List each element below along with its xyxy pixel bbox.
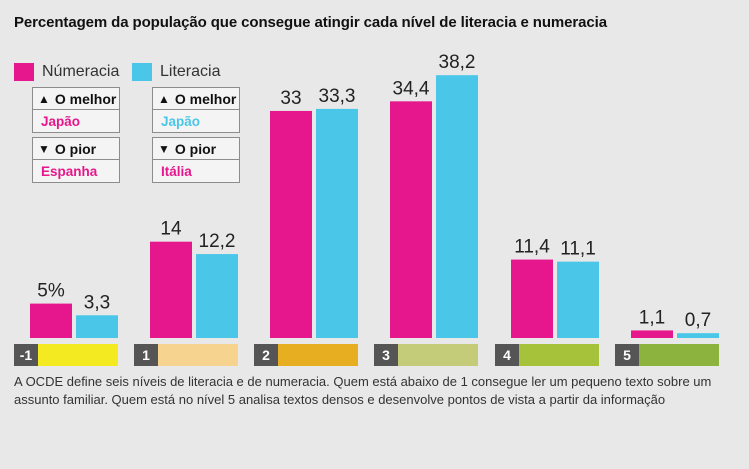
level-tab-0 [14,344,38,366]
numeracia-best-country: Japão [41,113,81,129]
level-tab-5 [615,344,639,366]
data-label-literacia-5: 0,7 [685,310,711,331]
literacia-worst-country: Itália [161,163,192,179]
level-strip-5 [615,344,719,366]
literacia-worst-box: ▼ O pior Itália [152,137,240,183]
data-label-numeracia-0: 5% [37,281,65,302]
level-label-4: 4 [503,347,511,363]
data-label-literacia-1: 12,2 [199,231,236,252]
bar-literacia-3 [436,75,478,339]
legend-item-literacia: Literacia [132,63,220,81]
bar-numeracia-1 [150,241,192,338]
legend-label-numeracia: Númeracia [42,63,120,80]
level-tab-4 [495,344,519,366]
level-tab-2 [254,344,278,366]
literacia-best-box: ▲ O melhor Japão [152,87,240,133]
level-label-0: -1 [20,347,33,363]
triangle-up-icon: ▲ [158,91,170,106]
legend-label-literacia: Literacia [160,63,221,80]
numeracia-best-box: ▲ O melhor Japão [32,87,120,133]
bar-numeracia-2 [270,110,312,339]
level-strip-0 [14,344,118,366]
level-strip-4 [495,344,599,366]
best-label: O melhor [174,90,237,107]
level-strip-1 [134,344,238,366]
data-label-numeracia-5: 1,1 [639,307,665,328]
level-label-3: 3 [382,347,390,363]
bar-literacia-4 [557,261,599,338]
numeracia-worst-country: Espanha [41,163,98,179]
bar-numeracia-5 [631,330,673,338]
chart-title: Percentagem da população que consegue at… [14,14,607,31]
worst-label: O pior [54,140,97,157]
worst-label: O pior [174,140,217,157]
level-label-2: 2 [262,347,270,363]
data-label-numeracia-1: 14 [160,219,182,240]
data-label-literacia-0: 3,3 [84,292,110,313]
data-label-numeracia-4: 11,4 [514,237,550,258]
level-strip-3 [374,344,478,366]
best-label: O melhor [54,90,117,107]
bar-literacia-5 [677,333,719,338]
bar-numeracia-3 [390,101,432,338]
data-label-numeracia-3: 34,4 [393,78,430,99]
data-label-literacia-2: 33,3 [319,86,356,107]
bar-numeracia-0 [30,303,72,338]
level-tab-1 [134,344,158,366]
numeracia-worst-box: ▼ O pior Espanha [32,137,120,183]
level-strip-2 [254,344,358,366]
footnote: A OCDE define seis níveis de literacia e… [14,374,712,407]
legend-swatch-numeracia [14,63,34,81]
bar-literacia-1 [196,254,238,338]
literacia-best-country: Japão [161,113,201,129]
data-label-literacia-3: 38,2 [439,52,476,73]
data-label-literacia-4: 11,1 [560,239,596,260]
legend-item-numeracia: Númeracia [14,63,119,81]
triangle-down-icon: ▼ [158,141,170,156]
bar-literacia-0 [76,315,118,338]
data-label-numeracia-2: 33 [280,88,301,109]
level-label-1: 1 [142,347,150,363]
bar-numeracia-4 [511,259,553,338]
triangle-up-icon: ▲ [38,91,50,106]
level-label-5: 5 [623,347,631,363]
bar-literacia-2 [316,108,358,339]
legend-swatch-literacia [132,63,152,81]
level-tab-3 [374,344,398,366]
triangle-down-icon: ▼ [38,141,50,156]
